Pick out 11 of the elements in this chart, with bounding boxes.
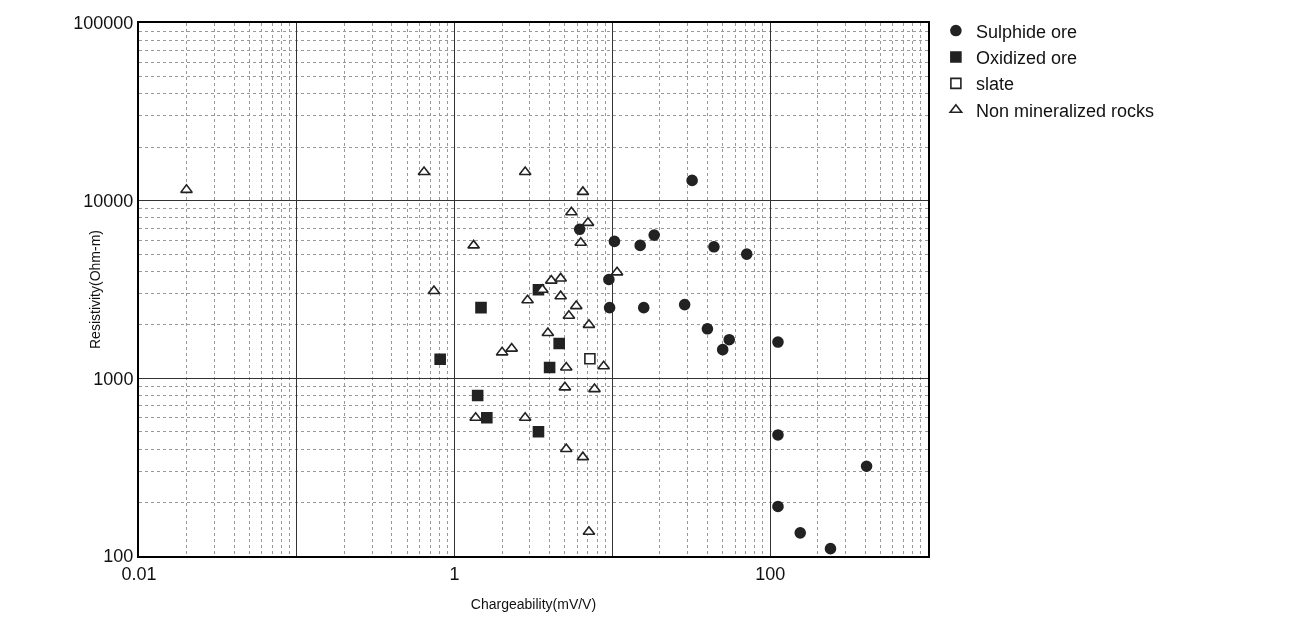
x-tick-label: 1 xyxy=(449,563,460,584)
legend-label: Sulphide ore xyxy=(975,21,1077,42)
legend-label: slate xyxy=(975,74,1014,95)
legend-label: Oxidized ore xyxy=(975,47,1077,68)
y-axis-title: Resistivity(Ohm-m) xyxy=(87,230,103,349)
x-tick-label: 100 xyxy=(755,563,786,584)
y-tick-label: 10000 xyxy=(83,190,134,211)
legend-label: Non mineralized rocks xyxy=(975,100,1154,121)
y-tick-label: 100000 xyxy=(73,13,134,34)
y-tick-label: 1000 xyxy=(93,368,134,389)
x-axis-title: Chargeability(mV/V) xyxy=(470,596,597,612)
